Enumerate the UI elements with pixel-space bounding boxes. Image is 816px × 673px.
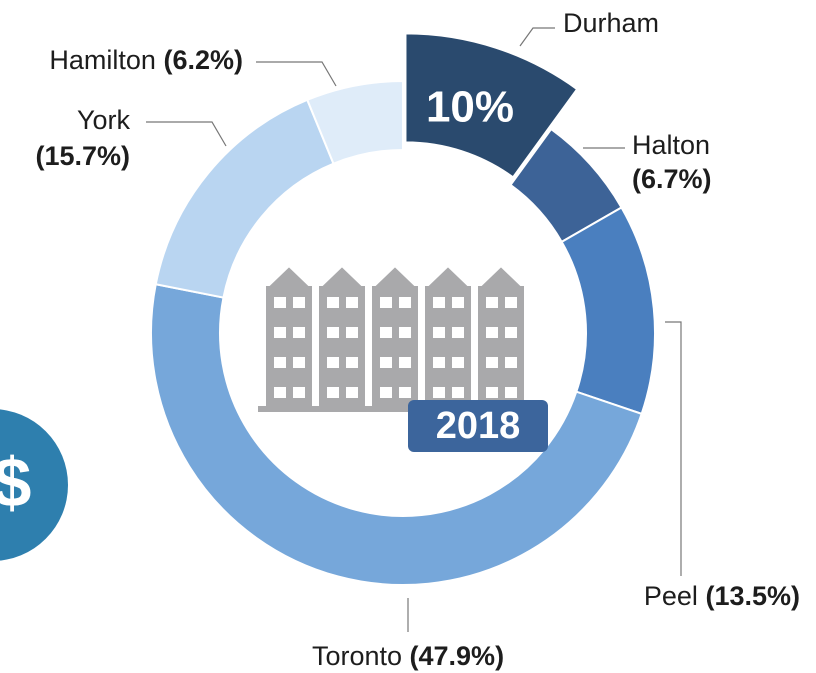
building-tower [319,286,365,410]
category-name: Peel [644,581,698,611]
leader-line [146,122,226,146]
building-tower [372,286,418,410]
slice-label: Hamilton (6.2%) [49,45,243,75]
building-window [346,387,358,398]
value-label: (47.9%) [410,641,505,671]
leader-line [520,28,555,46]
leader-line [256,62,336,86]
building-window [293,387,305,398]
building-window [452,357,464,368]
building-window [293,327,305,338]
slice-label: Durham [563,8,659,38]
leader-line [665,322,681,576]
category-name: Toronto [312,641,402,671]
building-window [433,297,445,308]
slice-label: Halton [632,130,710,160]
building-window [433,357,445,368]
building-tower [425,286,471,410]
building-window [274,327,286,338]
category-name: Halton [632,130,710,160]
building-window [293,297,305,308]
building-tower [266,286,312,410]
donut-slice [156,100,334,298]
building-window [452,327,464,338]
building-window [274,297,286,308]
building-window [486,357,498,368]
building-window [346,357,358,368]
building-window [486,327,498,338]
building-window [399,387,411,398]
category-name: Durham [563,8,659,38]
building-window [505,387,517,398]
value-label: 10% [426,83,514,132]
building-window [380,387,392,398]
building-window [274,357,286,368]
value-label: (6.2%) [163,45,243,75]
building-window [274,387,286,398]
building-window [399,357,411,368]
donut-slice [562,207,655,413]
value-label: (13.5%) [705,581,800,611]
building-window [380,357,392,368]
chart: $ Durham 10% Halton (6.7%) Peel (13.5%) Toron… [0,0,816,673]
building-window [433,327,445,338]
value-label: (15.7%) [35,141,130,171]
building-window [327,327,339,338]
building-window [505,327,517,338]
value-label: (6.7%) [632,164,712,194]
building-window [380,327,392,338]
building-window [293,357,305,368]
year-label: 2018 [436,405,521,447]
building-tower [478,286,524,410]
building-window [399,297,411,308]
slice-label: York [77,105,131,135]
building-window [486,387,498,398]
building-window [433,387,445,398]
building-window [486,297,498,308]
category-name: York [77,105,131,135]
building-window [452,297,464,308]
building-window [505,357,517,368]
dollar-symbol: $ [0,443,31,521]
building-window [327,387,339,398]
category-name: Hamilton [49,45,156,75]
building-window [346,297,358,308]
building-window [452,387,464,398]
building-window [346,327,358,338]
slice-label: Toronto (47.9%) [312,641,504,671]
building-window [505,297,517,308]
slice-label: Peel (13.5%) [644,581,800,611]
building-window [380,297,392,308]
building-window [327,357,339,368]
building-window [327,297,339,308]
building-window [399,327,411,338]
illustration [258,266,532,412]
